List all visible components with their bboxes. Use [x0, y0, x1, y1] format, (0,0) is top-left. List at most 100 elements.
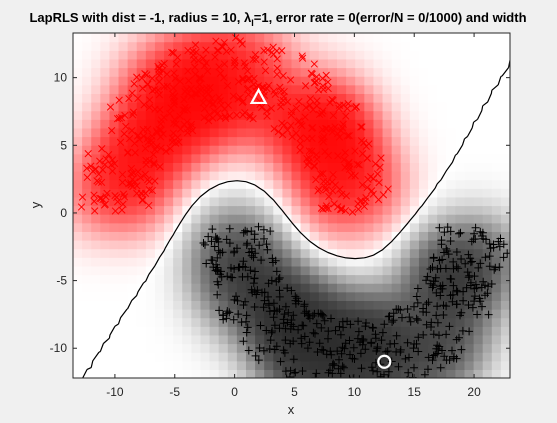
heatmap-cell [482, 248, 493, 258]
heatmap-cell [218, 240, 229, 250]
point-plus-marker [389, 309, 398, 318]
heatmap-cell [409, 145, 420, 155]
heatmap-cell [273, 76, 283, 86]
point-plus-marker [330, 385, 338, 393]
heatmap-cell [446, 309, 456, 319]
heatmap-cell [373, 291, 384, 301]
heatmap-cell [182, 153, 192, 163]
heatmap-cell [364, 248, 375, 258]
heatmap-cell [264, 127, 274, 138]
point-plus-marker [204, 232, 213, 241]
point-plus-marker [284, 308, 293, 317]
heatmap-cell [327, 119, 338, 129]
heatmap-cell [145, 205, 156, 215]
heatmap-cell [400, 369, 411, 378]
heatmap-cell [282, 93, 293, 103]
heatmap-cell [455, 102, 466, 112]
heatmap-cell [455, 369, 466, 378]
heatmap-cell [391, 326, 402, 336]
heatmap-cell [473, 369, 484, 378]
heatmap-cell [227, 369, 238, 378]
point-x-marker [345, 165, 354, 173]
heatmap-cell [136, 326, 147, 336]
heatmap-cell [218, 33, 229, 43]
point-x-marker [308, 70, 316, 78]
heatmap-cell [428, 291, 438, 301]
heatmap-cell [464, 119, 475, 129]
heatmap-cell [482, 33, 493, 43]
heatmap-cell [500, 145, 510, 155]
point-plus-marker [432, 311, 441, 320]
heatmap-cell [255, 153, 265, 163]
point-plus-marker [215, 306, 224, 315]
heatmap-cell [164, 41, 174, 51]
point-x-marker [169, 49, 178, 57]
point-plus-marker [242, 241, 251, 249]
heatmap-cell [382, 76, 393, 86]
heatmap-cell [164, 188, 174, 198]
heatmap-cell [391, 214, 402, 224]
heatmap-cell [364, 179, 375, 189]
point-x-marker [312, 175, 320, 184]
heatmap-cell [464, 291, 475, 301]
heatmap-cell [245, 188, 256, 198]
heatmap-cell [400, 317, 411, 327]
heatmap-cell [82, 240, 92, 250]
heatmap-cell [400, 41, 411, 51]
heatmap-cell [428, 214, 438, 224]
point-plus-marker [442, 330, 451, 339]
heatmap-cell [136, 145, 147, 155]
heatmap-cell [255, 274, 265, 284]
heatmap-cell [100, 317, 111, 327]
heatmap-cell [200, 110, 211, 120]
heatmap-cell [391, 369, 402, 378]
heatmap-cell [191, 309, 202, 319]
heatmap-cell [327, 240, 338, 250]
heatmap-cell [245, 369, 256, 378]
heatmap-cell [82, 222, 92, 232]
point-x-marker [119, 190, 128, 198]
heatmap-cell [282, 50, 293, 60]
heatmap-cell [154, 205, 165, 215]
heatmap-cell [309, 41, 320, 51]
point-x-marker [314, 187, 322, 195]
heatmap-cell [309, 300, 320, 310]
point-plus-marker [336, 330, 345, 339]
point-plus-marker [208, 225, 217, 234]
heatmap-cell [291, 171, 302, 181]
heatmap-cell [109, 265, 120, 276]
heatmap-cell [264, 274, 274, 284]
heatmap-cell [182, 265, 192, 276]
heatmap-cell [455, 50, 466, 60]
point-plus-marker [307, 388, 315, 396]
heatmap-cell [136, 162, 147, 172]
point-x-marker [337, 204, 346, 212]
heatmap-cell [154, 248, 165, 258]
point-plus-marker [243, 272, 252, 281]
heatmap-cell [273, 162, 283, 172]
point-plus-marker [445, 322, 454, 331]
point-x-marker [337, 127, 345, 135]
point-plus-marker [375, 387, 383, 395]
heatmap-cell [282, 196, 293, 207]
point-plus-marker [373, 343, 382, 351]
point-x-marker [295, 97, 303, 106]
heatmap-cell [400, 136, 411, 146]
point-plus-marker [287, 316, 296, 324]
heatmap-cell [400, 50, 411, 60]
heatmap-cell [418, 248, 429, 258]
point-x-marker [150, 160, 158, 169]
heatmap-cell [327, 153, 338, 163]
heatmap-cell [491, 326, 502, 336]
heatmap-cell [300, 222, 311, 232]
heatmap-cell [145, 110, 156, 120]
heatmap-cell [273, 257, 283, 267]
point-plus-marker [462, 283, 471, 292]
heatmap-cell [418, 274, 429, 284]
heatmap-cell [273, 317, 283, 327]
heatmap-cell [209, 300, 220, 310]
heatmap-cell [482, 153, 493, 163]
heatmap-cell [446, 58, 456, 69]
heatmap-cell [500, 257, 510, 267]
heatmap-cell [473, 334, 484, 345]
